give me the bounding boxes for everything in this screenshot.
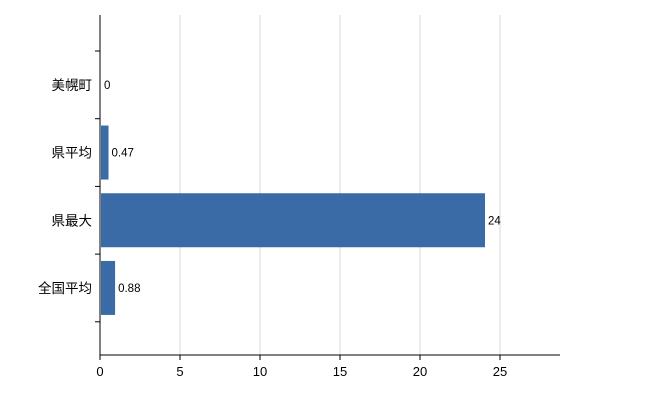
bar-value-label: 0.47: [112, 148, 134, 160]
x-tick-label: 10: [253, 364, 267, 379]
bar-value-label: 0: [104, 80, 110, 92]
bar: [101, 125, 109, 180]
x-tick-label: 5: [176, 364, 183, 379]
bar: [101, 193, 485, 248]
x-tick-label: 20: [413, 364, 427, 379]
category-label: 県平均: [52, 146, 93, 161]
x-tick-label: 25: [493, 364, 507, 379]
category-label: 全国平均: [38, 280, 92, 296]
x-tick-label: 15: [333, 364, 347, 379]
category-label: 美幌町: [52, 78, 93, 93]
bar-value-label: 0.88: [118, 283, 140, 295]
category-label: 県最大: [52, 213, 93, 228]
bar-value-label: 24: [488, 215, 501, 227]
bar: [101, 260, 116, 315]
x-tick-label: 0: [96, 364, 103, 379]
